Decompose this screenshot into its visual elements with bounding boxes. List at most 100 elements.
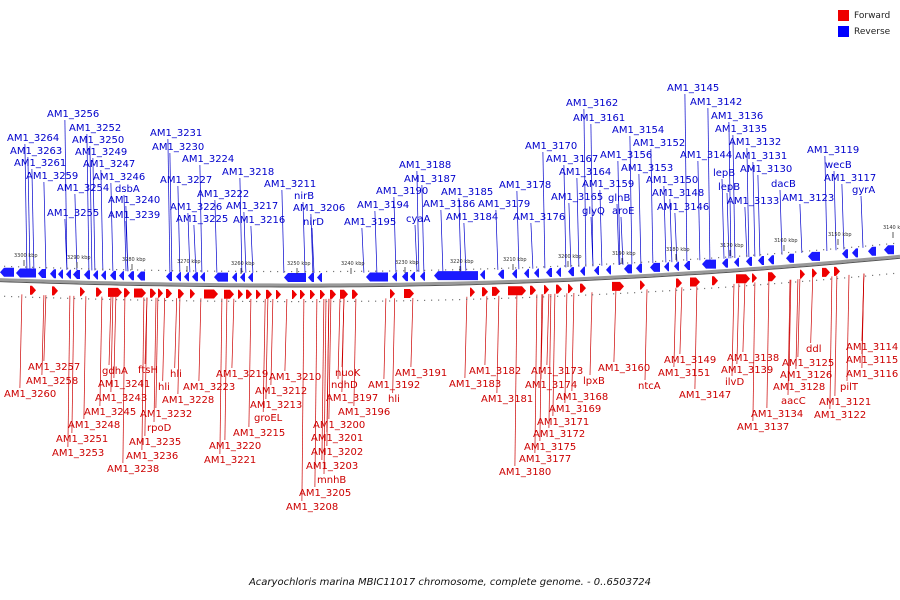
track-dot <box>844 247 846 249</box>
track-dot <box>494 268 496 270</box>
track-dot <box>32 296 34 298</box>
gene-label: AM1_3196 <box>338 407 390 418</box>
track-dot <box>46 297 48 299</box>
gene-arrow <box>722 258 728 268</box>
track-dot <box>326 300 328 303</box>
gene-label: glyQ <box>582 206 605 217</box>
track-dot <box>536 296 538 298</box>
gene-label: AM1_3150 <box>646 175 698 186</box>
track-dot <box>165 299 167 302</box>
gene-label: AM1_3208 <box>286 502 338 513</box>
gene-arrow <box>284 273 306 282</box>
gene-arrow <box>119 271 124 281</box>
track-dot <box>207 270 209 272</box>
gene-arrow <box>84 270 90 280</box>
gene-label: AM1_3134 <box>751 409 803 420</box>
leader-line <box>669 198 673 263</box>
track-dot <box>74 297 76 300</box>
leader-line <box>860 195 864 248</box>
track-dot <box>158 269 160 271</box>
track-dot <box>270 300 272 303</box>
gene-label: AM1_3154 <box>612 125 664 136</box>
leader-line <box>744 206 748 258</box>
gene-label: AM1_3240 <box>108 195 160 206</box>
track-dot <box>417 269 419 272</box>
track-dot <box>865 245 867 247</box>
gene-arrow <box>508 286 526 296</box>
gene-label: AM1_3174 <box>525 380 577 391</box>
track-dot <box>67 267 69 269</box>
gene-label: AM1_3203 <box>306 461 358 472</box>
gene-label: AM1_3126 <box>780 370 832 381</box>
gene-label: AM1_3197 <box>326 393 378 404</box>
gene-arrow <box>834 266 840 276</box>
gene-label: AM1_3245 <box>84 407 136 418</box>
gene-arrow <box>434 271 478 281</box>
leader-line <box>841 183 845 250</box>
track-dot <box>389 300 391 302</box>
gene-arrow <box>568 284 573 294</box>
track-dot <box>543 266 545 268</box>
gene-arrow <box>734 257 739 267</box>
leader-line <box>542 151 546 269</box>
scale-tick-label: 3160 kbp <box>774 238 798 244</box>
track-dot <box>445 299 447 301</box>
gene-label: AM1_3194 <box>357 200 409 211</box>
track-dot <box>865 275 867 277</box>
gene-arrow <box>101 270 106 280</box>
gene-arrow <box>480 270 485 280</box>
gene-label: AM1_3145 <box>667 83 719 94</box>
leader-line <box>41 295 45 376</box>
gene-label: AM1_3114 <box>846 342 898 353</box>
leader-line <box>144 297 148 437</box>
gene-arrow <box>404 289 414 298</box>
track-dot <box>585 264 587 266</box>
gene-label: ndhD <box>331 380 358 391</box>
gene-label: AM1_3227 <box>160 175 212 186</box>
leader-line <box>568 202 572 268</box>
gene-arrow <box>192 272 198 282</box>
gene-label: AM1_3228 <box>162 395 214 406</box>
gene-arrow <box>340 289 348 299</box>
gene-arrow <box>664 262 669 272</box>
gene-arrow <box>544 285 549 295</box>
gene-arrow <box>108 287 122 297</box>
track-dot <box>662 260 664 262</box>
track-dot <box>102 298 104 300</box>
leader-line <box>824 155 828 252</box>
leader-line <box>43 181 47 270</box>
gene-label: AM1_3116 <box>846 369 898 380</box>
track-dot <box>53 297 55 299</box>
track-dot <box>571 265 573 267</box>
track-dot <box>711 257 713 259</box>
leader-line <box>563 164 567 268</box>
track-dot <box>627 292 629 294</box>
leader-line <box>458 197 462 272</box>
track-dot <box>578 264 580 266</box>
gene-arrow <box>410 272 415 281</box>
gene-label: AM1_3226 <box>170 202 222 213</box>
leader-line <box>321 298 325 461</box>
track-dot <box>228 270 230 272</box>
track-dot <box>18 296 20 298</box>
track-dot <box>760 284 762 286</box>
track-dot <box>893 272 895 275</box>
gene-arrow <box>38 269 46 278</box>
track-dot <box>11 266 13 268</box>
gene-label: AM1_3137 <box>737 422 789 433</box>
track-dot <box>32 266 34 268</box>
gene-arrow <box>256 289 261 299</box>
track-dot <box>711 287 713 289</box>
gene-arrow <box>93 270 98 280</box>
track-dot <box>424 299 426 301</box>
gene-label: AM1_3188 <box>399 160 451 171</box>
gene-label: AM1_3218 <box>222 167 274 178</box>
track-dot <box>718 287 720 289</box>
track-dot <box>137 269 139 271</box>
track-dot <box>599 293 601 295</box>
track-dot <box>410 270 412 272</box>
gene-label: hli <box>158 382 170 393</box>
gene-label: AM1_3222 <box>197 189 249 200</box>
track-dot <box>130 299 132 301</box>
gene-label: AM1_3159 <box>582 179 634 190</box>
